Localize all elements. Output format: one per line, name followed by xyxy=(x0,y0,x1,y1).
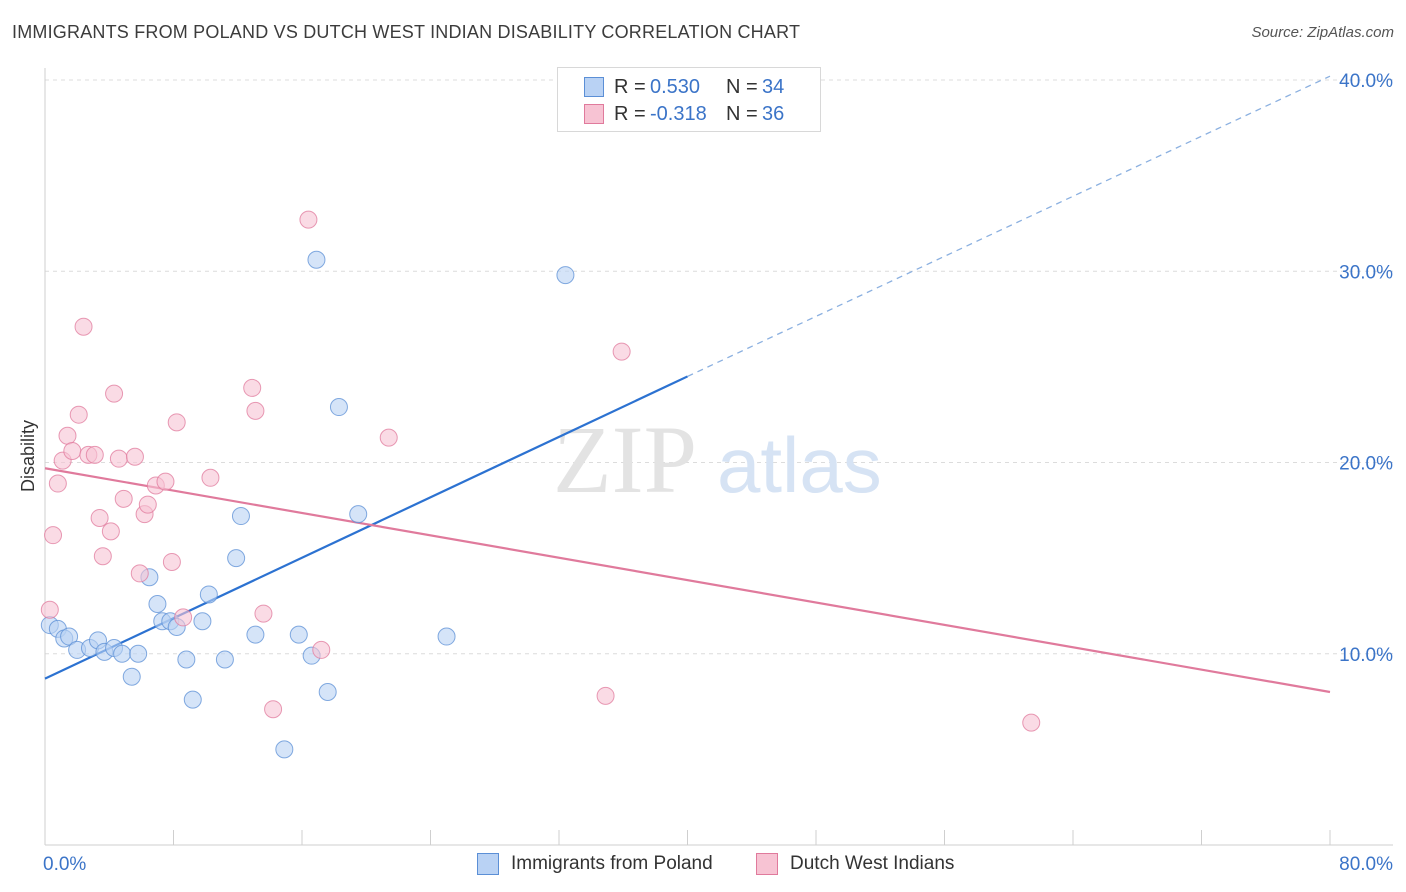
poland-point xyxy=(437,627,456,646)
dutch-west-indian-point xyxy=(40,600,59,619)
chart-title: IMMIGRANTS FROM POLAND VS DUTCH WEST IND… xyxy=(12,22,801,42)
dutch-west-indian-point xyxy=(138,495,157,514)
series-swatch-poland xyxy=(477,853,499,875)
correlation-legend: R = 0.530 N = 34 R = -0.318 N = 36 xyxy=(557,67,821,132)
y-tick-label: 10.0% xyxy=(1339,645,1393,666)
dutch-west-indian-point xyxy=(74,317,93,336)
dutch-west-indian-point xyxy=(1022,713,1041,732)
series-swatch-dutch-west-indian xyxy=(756,853,778,875)
n-value: 36 xyxy=(762,102,785,125)
poland-point xyxy=(183,690,202,709)
poland-trend-line xyxy=(44,375,688,680)
dutch-west-indian-point xyxy=(243,378,262,397)
r-label: R = xyxy=(614,102,646,125)
dutch-west-indian-point xyxy=(69,405,88,424)
legend-swatch-dutch-west-indian xyxy=(584,104,604,124)
dutch-west-indian-point xyxy=(299,210,318,229)
poland-point xyxy=(318,683,337,701)
series-legend-poland[interactable]: Immigrants from Poland xyxy=(477,850,713,878)
watermark: ZIP atlas xyxy=(553,406,882,513)
poland-point xyxy=(556,266,575,285)
poland-point xyxy=(215,650,234,669)
poland-point xyxy=(329,398,348,417)
r-label: R = xyxy=(614,75,646,98)
trend-lines xyxy=(44,75,1331,694)
dutch-west-indian-point xyxy=(114,489,133,508)
x-tick-label: 0.0% xyxy=(43,854,86,875)
n-label: N = xyxy=(726,102,758,125)
poland-point xyxy=(60,627,79,646)
legend-swatch-poland xyxy=(584,77,604,97)
poland-point xyxy=(122,667,141,686)
y-axis-label: Disability xyxy=(18,420,38,492)
poland-point xyxy=(193,612,212,631)
series-label-dutch-west-indian: Dutch West Indians xyxy=(790,853,955,874)
dutch-west-indian-point xyxy=(101,522,120,541)
y-tick-label: 40.0% xyxy=(1339,71,1393,92)
dutch-west-indian-point xyxy=(85,445,104,464)
tick-labels: 10.0% 20.0% 30.0% 40.0% 0.0% 80.0% xyxy=(43,71,1393,875)
data-points xyxy=(40,210,1041,759)
dutch-west-indian-point xyxy=(254,604,273,623)
poland-point xyxy=(275,740,294,759)
poland-point xyxy=(129,644,148,663)
dutch-west-indian-point xyxy=(162,552,181,571)
poland-trend-extension xyxy=(687,75,1331,378)
dutch-west-indian-point xyxy=(109,449,128,468)
y-tick-label: 30.0% xyxy=(1339,262,1393,283)
dutch-west-indian-point xyxy=(246,401,265,420)
dutch-west-indian-point xyxy=(264,700,283,719)
poland-point xyxy=(177,650,196,669)
dutch-west-indian-point xyxy=(93,547,112,566)
dutch-west-indian-point xyxy=(612,342,631,361)
dutch-west-indian-point xyxy=(130,564,149,583)
dutch-west-indian-point xyxy=(174,608,193,627)
poland-point xyxy=(289,625,308,644)
gridlines xyxy=(45,79,1393,655)
x-tick-label: 80.0% xyxy=(1339,854,1393,875)
r-value: -0.318 xyxy=(650,102,707,125)
axes xyxy=(44,68,1393,846)
dutch-west-indian-point xyxy=(156,472,175,491)
legend-row-dutch-west-indian: R = -0.318 N = 36 xyxy=(584,102,784,126)
dutch-west-indian-point xyxy=(48,474,67,493)
dutch-west-indian-point xyxy=(105,384,124,403)
watermark-atlas: atlas xyxy=(717,421,882,509)
poland-point xyxy=(113,644,132,663)
dutch-west-indian-point xyxy=(125,447,144,466)
n-value: 34 xyxy=(762,75,785,98)
poland-point xyxy=(307,250,326,269)
r-value: 0.530 xyxy=(650,75,701,98)
dutch-west-indian-point xyxy=(167,413,186,432)
dutch-west-indian-point xyxy=(312,640,331,659)
poland-point xyxy=(227,549,246,568)
source-label: Source: ZipAtlas.com xyxy=(1251,24,1394,41)
watermark-zip: ZIP xyxy=(553,406,697,513)
legend-row-poland: R = 0.530 N = 34 xyxy=(584,75,784,99)
poland-point xyxy=(199,585,218,604)
dutch-west-indian-trend-line xyxy=(44,467,1331,694)
dutch-west-indian-point xyxy=(379,428,398,447)
y-tick-label: 20.0% xyxy=(1339,454,1393,475)
n-label: N = xyxy=(726,75,758,98)
dutch-west-indian-point xyxy=(201,468,220,487)
dutch-west-indian-point xyxy=(596,686,615,705)
poland-point xyxy=(148,595,167,614)
poland-point xyxy=(246,625,265,644)
poland-point xyxy=(349,505,368,524)
series-legend-dutch-west-indian[interactable]: Dutch West Indians xyxy=(756,850,954,878)
series-label-poland: Immigrants from Poland xyxy=(511,853,713,874)
poland-point xyxy=(231,507,250,526)
dutch-west-indian-point xyxy=(90,508,109,527)
dutch-west-indian-point xyxy=(58,426,77,445)
dutch-west-indian-point xyxy=(63,442,82,461)
dutch-west-indian-point xyxy=(44,526,63,545)
